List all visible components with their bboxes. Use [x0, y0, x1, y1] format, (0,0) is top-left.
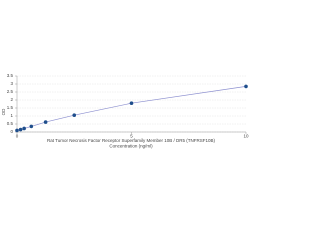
data-point: [15, 128, 19, 133]
x-tick-label: 10: [243, 134, 249, 139]
data-point: [43, 120, 48, 124]
y-axis-label: OD: [1, 108, 6, 116]
data-point: [22, 126, 26, 131]
y-tick-label: 0: [10, 129, 13, 134]
y-tick-label: 3.5: [7, 73, 14, 78]
y-tick-label: 2: [10, 97, 13, 102]
data-point: [18, 127, 23, 132]
y-tick-label: 2.5: [7, 89, 14, 94]
data-point: [29, 124, 34, 129]
y-tick-label: 1.5: [7, 105, 14, 110]
data-point: [129, 101, 134, 105]
data-point: [72, 113, 77, 117]
y-tick-label: 3: [10, 81, 13, 86]
y-tick-label: 0.5: [7, 121, 14, 126]
data-point: [244, 84, 248, 89]
curve-line: [16, 86, 247, 131]
x-tick-label: 0: [16, 134, 19, 139]
x-axis-label: Concentration (ng/ml): [109, 144, 153, 149]
y-tick-label: 1: [10, 113, 13, 118]
chart-title: Rat Tumor Necrosis Factor Receptor Super…: [47, 138, 216, 143]
x-tick-label: 5: [130, 134, 133, 139]
chart: Rat Tumor Necrosis Factor Receptor Super…: [1, 73, 249, 149]
